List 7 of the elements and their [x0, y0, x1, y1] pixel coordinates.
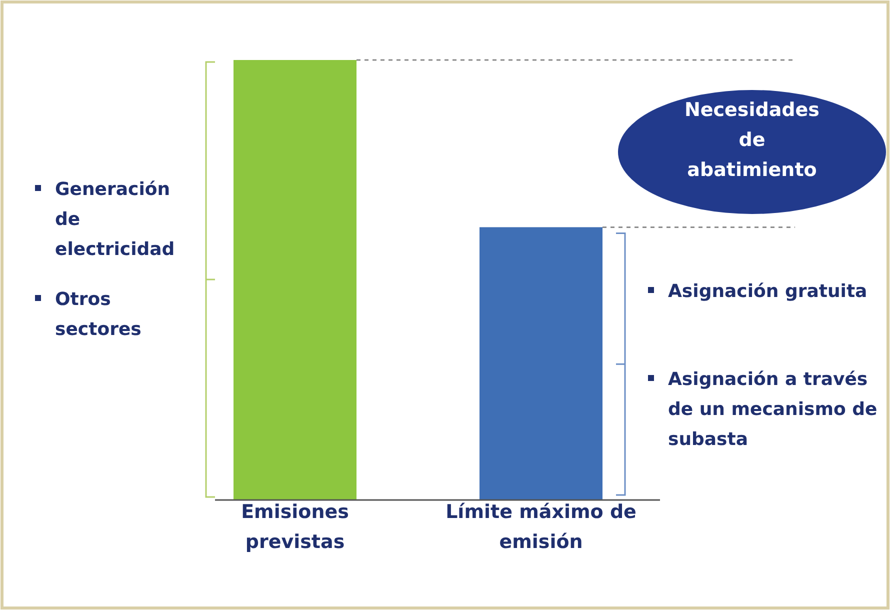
annotation: Necesidades de abatimiento — [684, 99, 820, 181]
x-tick-label: Emisiones previstas — [241, 501, 349, 553]
text: Generación de electricidad — [55, 179, 175, 260]
text: Otros sectores — [55, 289, 142, 340]
annotation: Asignación gratuita — [668, 281, 868, 302]
x-tick-label: Límite máximo de emisión — [446, 501, 636, 553]
annotation: Asignación a través de un mecanismo de subasta — [668, 369, 878, 450]
